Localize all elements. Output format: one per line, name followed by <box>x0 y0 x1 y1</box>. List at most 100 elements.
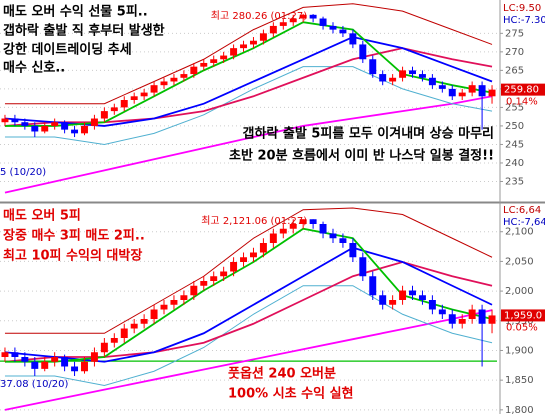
note: 매도 오버 5피 <box>3 208 81 224</box>
candle-body <box>130 96 138 100</box>
top-texts: 매도 오버 수익 선물 5피.. 갭하락 출발 직 후부터 발생한 강한 데이트… <box>0 3 545 178</box>
candle-body <box>230 48 238 56</box>
candle-body <box>51 357 59 362</box>
candle-body <box>61 122 69 130</box>
candle-body <box>230 262 238 272</box>
caption: 초반 20분 흐름에서 이미 반 나스닥 일봉 결정!! <box>229 148 494 164</box>
indicator-line <box>4 3 493 105</box>
candle-body <box>289 224 297 229</box>
candle-body <box>21 122 29 126</box>
indicator-line <box>4 95 493 194</box>
candle-body <box>170 300 178 305</box>
candle-body <box>160 81 168 86</box>
note: 갭하락 출발 직 후부터 발생한 <box>3 23 165 39</box>
candle-body <box>389 300 397 305</box>
candle-body <box>1 118 9 123</box>
candle-body <box>180 295 188 300</box>
candle-body <box>259 33 267 41</box>
candle-body <box>319 18 327 26</box>
candle-body <box>438 85 446 89</box>
candle-body <box>468 309 476 319</box>
candle-body <box>11 118 19 123</box>
y-tick-label: 235 <box>505 176 524 187</box>
indicator-line <box>4 246 493 363</box>
lc-label: LC:6,64 <box>503 205 541 216</box>
candle-body <box>100 342 108 353</box>
candle-body <box>329 233 337 239</box>
candle-body <box>110 107 118 112</box>
y-tick-label: 2,050 <box>505 256 534 267</box>
candle-body <box>41 125 49 132</box>
last-price-badge <box>501 83 545 96</box>
candle-body <box>180 74 188 78</box>
candle-body <box>259 243 267 253</box>
candle-body <box>150 85 158 93</box>
candle-body <box>170 77 178 82</box>
candle-body <box>269 25 277 34</box>
candle-body <box>120 100 128 108</box>
candle-body <box>448 314 456 324</box>
candle-body <box>458 92 466 97</box>
candle-body <box>11 352 19 357</box>
y-tick-label: 2,100 <box>505 227 534 238</box>
candle-body <box>81 361 88 372</box>
candle-body <box>210 59 218 63</box>
candle-body <box>130 323 138 329</box>
hc-label: HC:-7,64 <box>503 217 545 228</box>
candle-body <box>279 228 287 234</box>
candle-body <box>399 290 407 300</box>
indicator-line <box>4 309 493 411</box>
candle-body <box>369 276 377 296</box>
change-label: 0.05% <box>506 322 538 333</box>
candle-body <box>309 219 317 224</box>
indicator-line <box>4 207 493 334</box>
candle-body <box>200 62 208 67</box>
high-label: 최고 280.26 (01:27) <box>211 10 307 22</box>
candle-body <box>478 309 486 324</box>
y-tick-label: 1,900 <box>505 345 534 356</box>
candle-body <box>289 18 297 23</box>
low-label: 37.08 (10/20) <box>0 379 69 390</box>
candle-body <box>81 125 88 134</box>
y-tick-label: 255 <box>505 102 524 113</box>
candle-body <box>279 22 287 26</box>
candle-body <box>200 281 208 286</box>
indicator-line <box>4 66 493 145</box>
candle-body <box>488 89 496 97</box>
candle-body <box>31 125 39 132</box>
note: 강한 데이트레이딩 추세 <box>3 42 132 58</box>
candle-body <box>51 122 59 126</box>
candle-body <box>418 295 426 300</box>
candle-body <box>1 352 9 357</box>
candle-body <box>269 233 277 243</box>
y-tick-label: 240 <box>505 158 524 169</box>
caption: 100% 시초 수익 실현 <box>228 386 354 402</box>
candle-body <box>448 88 456 97</box>
candle-body <box>309 14 317 19</box>
candle-body <box>339 29 347 34</box>
y-tick-label: 2,000 <box>505 286 534 297</box>
candle-body <box>438 309 446 315</box>
note: 장중 매수 3피 매도 2피.. <box>3 228 145 244</box>
candle-body <box>140 319 148 324</box>
candle-body <box>418 74 426 78</box>
y-tick-label: 1,800 <box>505 405 534 414</box>
candle-body <box>90 118 98 126</box>
candle-body <box>399 70 407 78</box>
candle-body <box>100 111 108 119</box>
note: 최고 10피 수익의 대박장 <box>3 248 142 264</box>
hc-label: HC:-7.30 <box>503 15 545 26</box>
candle-body <box>428 300 436 310</box>
candle-body <box>468 85 476 93</box>
lc-label: LC:9.50 <box>503 3 541 14</box>
candle-body <box>220 271 228 277</box>
indicator-line <box>4 36 493 127</box>
y-tick-label: 270 <box>505 47 524 58</box>
candle-body <box>21 357 29 362</box>
candle-body <box>210 276 218 281</box>
candle-body <box>249 252 257 258</box>
change-label: 0.14% <box>506 97 538 108</box>
candle-body <box>379 295 387 305</box>
